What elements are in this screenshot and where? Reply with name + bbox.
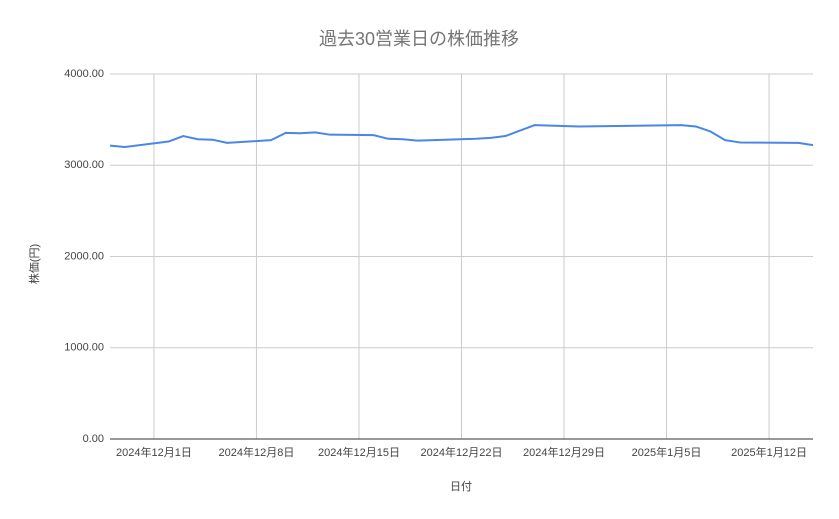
x-tick-label: 2024年12月22日 <box>421 445 503 459</box>
y-tick-label: 4000.00 <box>64 68 104 80</box>
x-tick-label: 2024年12月1日 <box>116 445 192 459</box>
x-tick-label: 2024年12月8日 <box>219 445 295 459</box>
y-tick-label: 1000.00 <box>64 342 104 354</box>
x-tick-label: 2025年1月5日 <box>632 445 702 459</box>
x-tick-label: 2024年12月29日 <box>523 445 605 459</box>
x-tick-label: 2025年1月12日 <box>731 445 807 459</box>
y-tick-label: 2000.00 <box>64 250 104 262</box>
data-line <box>109 124 814 148</box>
y-tick-label: 0.00 <box>83 433 104 445</box>
x-tick-label: 2024年12月15日 <box>318 445 400 459</box>
y-tick-label: 3000.00 <box>64 159 104 171</box>
x-axis-title: 日付 <box>450 480 472 493</box>
chart-title: 過去30営業日の株価推移 <box>319 29 519 49</box>
y-axis-title: 株価(円) <box>27 244 41 284</box>
